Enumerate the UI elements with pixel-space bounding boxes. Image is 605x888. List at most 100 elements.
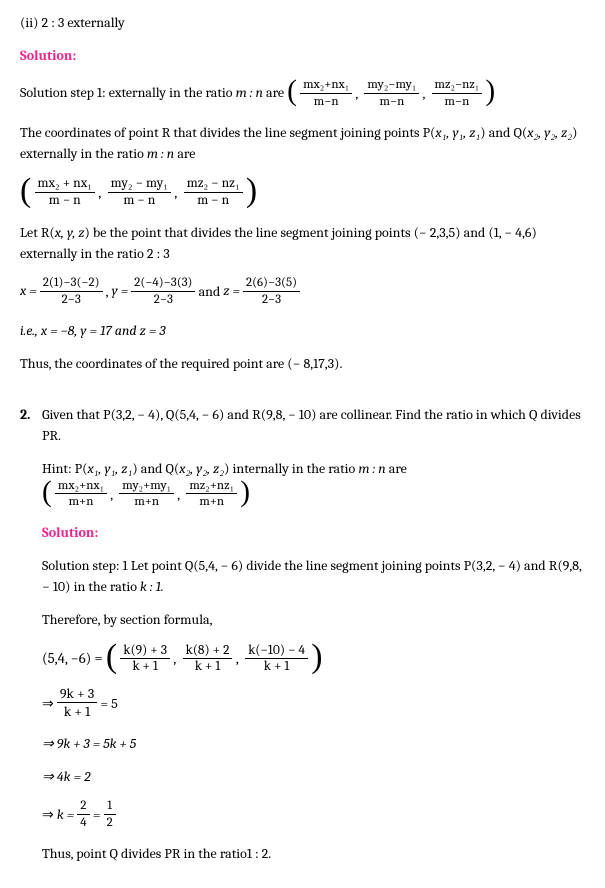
t: ) internally in the ratio: [224, 460, 358, 477]
p-coords: x₁, y₁, z₁: [87, 460, 132, 477]
den: m−n: [300, 94, 352, 110]
q2-hint: Hint: P(x₁, y₁, z₁) and Q(x₂, y₂, z₂) in…: [42, 458, 585, 511]
y-lhs: y =: [112, 282, 132, 299]
q2-sol-p1: Solution step: 1 Let point Q(5,4, − 6) d…: [42, 555, 585, 597]
y-frac: 2(−4)−3(3)2−3: [131, 276, 195, 308]
t: ⇒ 4k = 2: [42, 768, 91, 785]
q2-step-b: ⇒ 4k = 2: [42, 766, 585, 787]
t: are: [386, 460, 407, 477]
num: 2(6)−3(5): [243, 276, 300, 292]
den: 4: [77, 815, 89, 831]
den: m − n: [184, 193, 243, 210]
rparen: ): [246, 174, 257, 208]
num: 2: [77, 799, 89, 815]
comma: ,: [98, 182, 104, 204]
lhs: (5,4, −6) =: [42, 648, 103, 670]
num: my₂+my₁: [119, 479, 174, 495]
t: Solution step: 1 Let point Q(5,4, − 6) d…: [42, 557, 582, 595]
comma: ,: [236, 648, 242, 670]
part-ii-heading: (ii) 2 : 3 externally: [20, 12, 585, 33]
t: ) be the point that divides the line seg…: [20, 224, 537, 262]
solution-heading-1: Solution:: [20, 45, 585, 66]
sec1-xyz-row: x = 2(1)−3(−2)2−3 , y = 2(−4)−3(3)2−3 an…: [20, 276, 585, 308]
q2-text: Given that P(3,2, − 4), Q(5,4, − 6) and …: [42, 404, 585, 446]
sec1-p3: Let R(x, y, z) be the point that divides…: [20, 222, 585, 264]
t: Let R(: [20, 224, 55, 241]
comma: ,: [110, 484, 116, 505]
sec1-p4: i.e., x = −8, y = 17 and z = 3: [20, 320, 585, 341]
frac-2: my₂ − my₁m − n: [108, 176, 171, 209]
num: 2(−4)−3(3): [131, 276, 195, 292]
num: k(9) + 3: [120, 643, 170, 660]
frac-2: k(8) + 2k + 1: [183, 643, 233, 676]
x-lhs: x =: [20, 282, 40, 299]
t: i.e., x = −8, y = 17 and z = 3: [20, 322, 165, 339]
den: k + 1: [57, 703, 97, 721]
den: m − n: [108, 193, 171, 210]
int-frac-1: mx₂+nx₁m+n: [55, 479, 107, 511]
text: are: [263, 84, 287, 101]
den: m+n: [186, 494, 237, 510]
k1: k : 1.: [140, 578, 164, 595]
text: Solution step 1: externally in the ratio: [20, 84, 236, 101]
num: my₂−my₁: [364, 78, 419, 94]
q2-big-eq: (5,4, −6) = ( k(9) + 3k + 1 , k(8) + 2k …: [42, 642, 585, 676]
ext-frac-1: mx₂+nx₁m−n: [300, 78, 352, 110]
den: k + 1: [183, 659, 233, 676]
int-frac-2: my₂+my₁m+n: [119, 479, 174, 511]
den: m+n: [55, 494, 107, 510]
mn: m : n: [358, 460, 385, 477]
num: 1: [104, 799, 116, 815]
comma: ,: [422, 83, 428, 104]
t: Thus, the coordinates of the required po…: [20, 355, 342, 372]
rparen: ): [485, 77, 495, 106]
rparen: ): [240, 478, 250, 507]
q2-sol-p2: Therefore, by section formula,: [42, 609, 585, 630]
num: k(−10) − 4: [245, 643, 308, 660]
den: 2−3: [131, 292, 195, 308]
t: Hint: P(: [42, 460, 87, 477]
solution-heading-2: Solution:: [42, 522, 585, 543]
sec1-p5: Thus, the coordinates of the required po…: [20, 353, 585, 374]
q-coords: x₂, y₂, z₂: [179, 460, 224, 477]
ext-frac-2: my₂−my₁m−n: [364, 78, 419, 110]
z-frac: 2(6)−3(5)2−3: [243, 276, 300, 308]
frac-3: k(−10) − 4k + 1: [245, 643, 308, 676]
p-coords: x₁, y₁, z₁: [435, 124, 480, 141]
q2-step-frac: ⇒ 9k + 3k + 1 = 5: [42, 686, 585, 721]
q2-conclusion: Thus, point Q divides PR in the ratio1 :…: [42, 843, 585, 864]
frac-3: mz₂ − nz₁m − n: [184, 176, 243, 209]
num: mz₂−nz₁: [432, 78, 483, 94]
frac: 9k + 3k + 1: [57, 686, 97, 721]
den: k + 1: [245, 659, 308, 676]
question-2: 2. Given that P(3,2, − 4), Q(5,4, − 6) a…: [20, 404, 585, 876]
den: m−n: [364, 94, 419, 110]
lparen: (: [287, 77, 297, 106]
lparen: (: [42, 478, 52, 507]
comma: ,: [173, 648, 179, 670]
num: mx₂+nx₁: [55, 479, 107, 495]
num: k(8) + 2: [183, 643, 233, 660]
den: 2−3: [40, 292, 103, 308]
part-ii-text: (ii) 2 : 3 externally: [20, 14, 125, 31]
xyz: x, y, z: [55, 224, 85, 241]
and: and: [199, 281, 221, 302]
question-body: Given that P(3,2, − 4), Q(5,4, − 6) and …: [42, 404, 585, 876]
sec1-big-formula: ( mx₂ + nx₁m − n , my₂ − my₁m − n , mz₂ …: [20, 176, 585, 210]
arrow: ⇒: [42, 693, 54, 714]
q2-step-a: ⇒ 9k + 3 = 5k + 5: [42, 733, 585, 754]
sec1-step1: Solution step 1: externally in the ratio…: [20, 78, 585, 110]
num: my₂ − my₁: [108, 176, 171, 193]
t: The coordinates of point R that divides …: [20, 124, 435, 141]
comma: ,: [174, 182, 180, 204]
t: ) and Q(: [480, 124, 527, 141]
t: ⇒ 9k + 3 = 5k + 5: [42, 735, 136, 752]
den: m−n: [432, 94, 483, 110]
sec1-p2: The coordinates of point R that divides …: [20, 122, 585, 164]
den: 2: [104, 815, 116, 831]
num: mx₂ + nx₁: [35, 176, 95, 193]
frac-1: k(9) + 3k + 1: [120, 643, 170, 676]
tail: = 5: [100, 693, 118, 714]
question-number: 2.: [20, 404, 42, 876]
int-frac-3: mz₂+nz₁m+n: [186, 479, 237, 511]
